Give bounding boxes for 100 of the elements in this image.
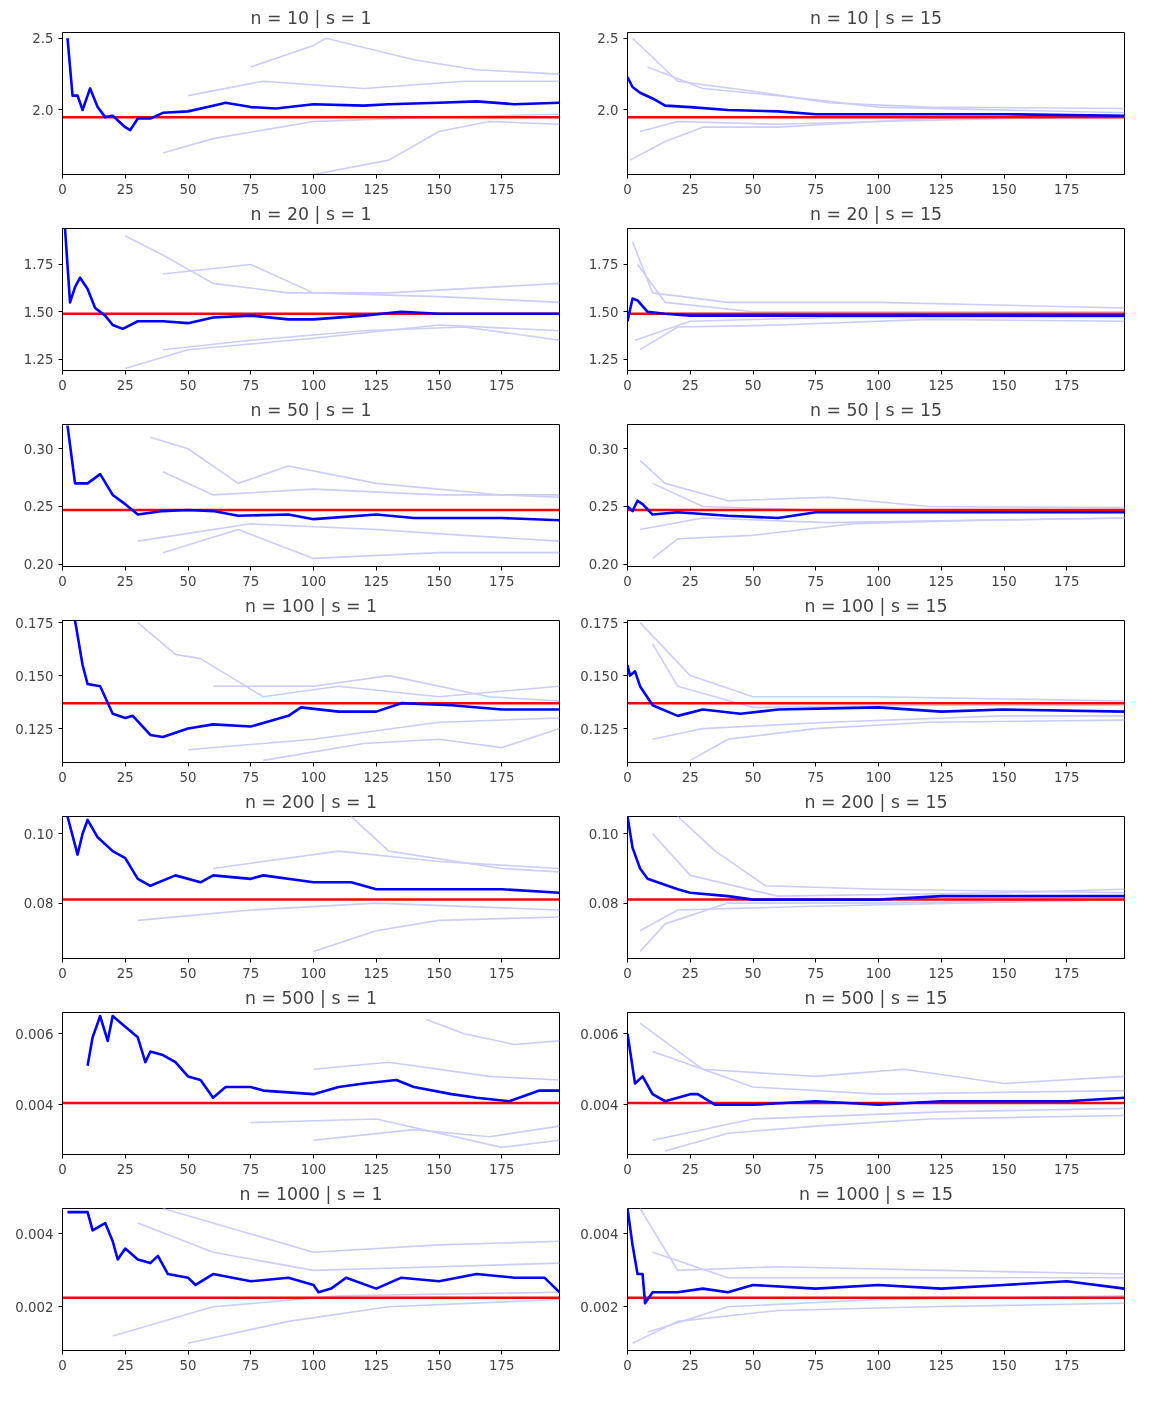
x-tick-label: 0 <box>623 769 632 785</box>
x-tick-label: 25 <box>116 573 134 589</box>
x-tick-label: 50 <box>744 769 762 785</box>
x-tick-label: 175 <box>1054 1357 1080 1373</box>
y-tick-label: 0.08 <box>23 896 54 912</box>
x-tick-label: 50 <box>179 965 197 981</box>
x-tick-label: 0 <box>623 1161 632 1177</box>
x-tick-label: 125 <box>928 965 954 981</box>
y-tick-label: 1.25 <box>23 352 54 368</box>
x-tick-label: 50 <box>744 181 762 197</box>
x-tick-label: 25 <box>681 377 699 393</box>
y-tick-label: 0.25 <box>588 499 619 515</box>
x-tick-label: 150 <box>426 1161 452 1177</box>
y-tick-label: 0.175 <box>15 615 54 631</box>
x-tick-label: 100 <box>865 1161 892 1177</box>
x-tick-label: 175 <box>1054 377 1080 393</box>
chart-title: n = 1000 | s = 1 <box>239 1183 383 1204</box>
x-tick-label: 100 <box>300 1357 327 1373</box>
x-tick-label: 25 <box>116 181 134 197</box>
x-tick-label: 150 <box>426 573 452 589</box>
x-tick-label: 75 <box>242 965 260 981</box>
x-tick-label: 150 <box>991 965 1017 981</box>
x-tick-label: 25 <box>681 573 699 589</box>
x-tick-label: 25 <box>116 769 134 785</box>
x-tick-label: 50 <box>179 181 197 197</box>
x-tick-label: 150 <box>991 1161 1017 1177</box>
x-tick-label: 125 <box>363 181 389 197</box>
x-tick-label: 50 <box>179 769 197 785</box>
chart-title: n = 1000 | s = 15 <box>798 1183 954 1204</box>
x-tick-label: 175 <box>489 573 515 589</box>
chart-title: n = 50 | s = 1 <box>250 399 372 420</box>
x-tick-label: 150 <box>426 769 452 785</box>
x-tick-label: 100 <box>865 769 892 785</box>
x-tick-label: 75 <box>242 181 260 197</box>
chart-title: n = 20 | s = 1 <box>250 203 372 224</box>
x-tick-label: 50 <box>179 377 197 393</box>
x-tick-label: 100 <box>300 181 327 197</box>
x-tick-label: 100 <box>865 965 892 981</box>
x-tick-label: 125 <box>363 965 389 981</box>
y-tick-label: 0.30 <box>588 441 619 457</box>
y-tick-label: 0.125 <box>580 721 619 737</box>
x-tick-label: 100 <box>300 377 327 393</box>
x-tick-label: 25 <box>116 1161 134 1177</box>
x-tick-label: 150 <box>991 1357 1017 1373</box>
y-tick-label: 0.004 <box>580 1097 619 1113</box>
x-tick-label: 100 <box>300 573 327 589</box>
x-tick-label: 150 <box>426 965 452 981</box>
x-tick-label: 25 <box>681 965 699 981</box>
y-tick-label: 0.30 <box>23 441 54 457</box>
x-tick-label: 125 <box>363 377 389 393</box>
x-tick-label: 50 <box>744 573 762 589</box>
y-tick-label: 2.0 <box>597 102 619 118</box>
x-tick-label: 150 <box>991 769 1017 785</box>
x-tick-label: 50 <box>179 1161 197 1177</box>
chart-title: n = 200 | s = 15 <box>804 791 948 812</box>
y-tick-label: 0.150 <box>15 668 54 684</box>
x-tick-label: 75 <box>807 181 825 197</box>
x-tick-label: 0 <box>58 377 67 393</box>
y-tick-label: 0.20 <box>588 557 619 573</box>
x-tick-label: 0 <box>58 573 67 589</box>
y-tick-label: 0.08 <box>588 896 619 912</box>
x-tick-label: 100 <box>300 965 327 981</box>
x-tick-label: 125 <box>928 573 954 589</box>
y-tick-label: 0.10 <box>23 826 54 842</box>
x-tick-label: 0 <box>623 573 632 589</box>
y-tick-label: 0.006 <box>580 1026 619 1042</box>
x-tick-label: 150 <box>991 181 1017 197</box>
x-tick-label: 125 <box>928 1357 954 1373</box>
x-tick-label: 25 <box>681 769 699 785</box>
x-tick-label: 25 <box>681 181 699 197</box>
chart-title: n = 10 | s = 15 <box>809 7 943 28</box>
y-tick-label: 0.150 <box>580 668 619 684</box>
x-tick-label: 125 <box>928 769 954 785</box>
x-tick-label: 75 <box>242 573 260 589</box>
x-tick-label: 75 <box>242 769 260 785</box>
x-tick-label: 150 <box>426 377 452 393</box>
x-tick-label: 125 <box>363 769 389 785</box>
x-tick-label: 125 <box>363 1357 389 1373</box>
chart-title: n = 100 | s = 15 <box>804 595 948 616</box>
y-tick-label: 0.25 <box>23 499 54 515</box>
x-tick-label: 25 <box>116 377 134 393</box>
x-tick-label: 25 <box>681 1357 699 1373</box>
x-tick-label: 0 <box>623 181 632 197</box>
y-tick-label: 1.25 <box>588 352 619 368</box>
x-tick-label: 125 <box>363 1161 389 1177</box>
x-tick-label: 125 <box>928 1161 954 1177</box>
x-tick-label: 100 <box>865 573 892 589</box>
y-tick-label: 0.006 <box>15 1026 54 1042</box>
x-tick-label: 0 <box>623 1357 632 1373</box>
x-tick-label: 100 <box>865 1357 892 1373</box>
x-tick-label: 100 <box>865 377 892 393</box>
x-tick-label: 0 <box>623 965 632 981</box>
x-tick-label: 75 <box>807 769 825 785</box>
y-tick-label: 2.5 <box>32 31 54 47</box>
x-tick-label: 50 <box>744 965 762 981</box>
x-tick-label: 150 <box>991 573 1017 589</box>
y-tick-label: 0.004 <box>15 1226 54 1242</box>
chart-title: n = 500 | s = 1 <box>244 987 378 1008</box>
x-tick-label: 0 <box>58 769 67 785</box>
x-tick-label: 175 <box>1054 769 1080 785</box>
